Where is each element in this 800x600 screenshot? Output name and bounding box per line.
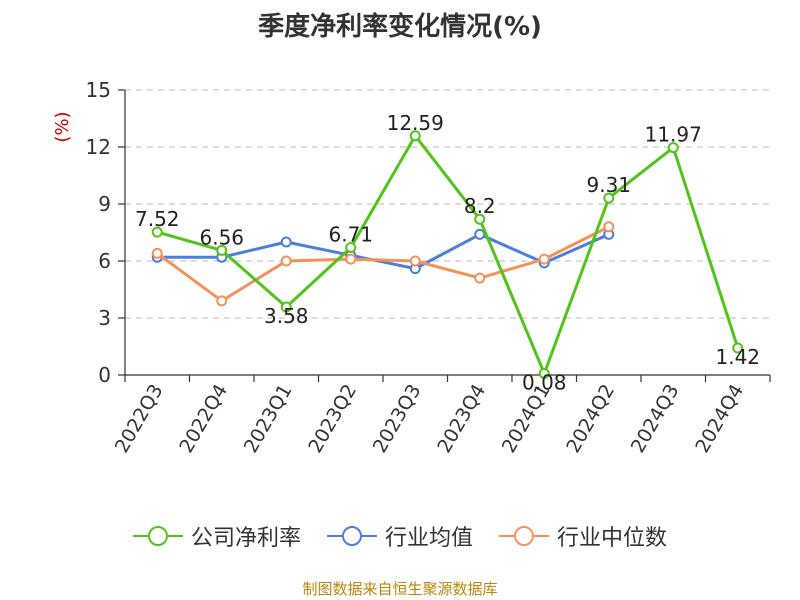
data-label: 6.71	[328, 223, 373, 247]
data-label: 1.42	[715, 345, 760, 369]
data-point	[280, 255, 292, 267]
x-tick-label: 2024Q4	[691, 381, 748, 457]
legend-marker	[514, 526, 534, 546]
data-point	[151, 226, 163, 238]
legend-marker	[341, 526, 362, 546]
data-point	[538, 253, 550, 265]
legend-label: 公司净利率	[190, 526, 301, 551]
x-tick-label: 2023Q3	[369, 381, 426, 457]
data-label: 3.58	[264, 304, 309, 328]
legend: 公司净利率 行业均值 行业中位数	[0, 520, 800, 552]
legend-line-marker-icon	[499, 526, 549, 546]
data-point	[603, 221, 615, 233]
y-axis-label: (%)	[52, 111, 73, 142]
data-labels: 7.52 6.56 3.58 6.71 12.59 8.2 0.08 9.31 11.97 1.4…	[135, 111, 760, 395]
data-point	[474, 228, 486, 240]
y-tick-label: 9	[98, 192, 111, 216]
data-label: 9.31	[586, 173, 631, 197]
legend-line-marker-icon	[326, 526, 377, 546]
y-tick-label: 12	[86, 135, 111, 159]
series-line	[156, 134, 740, 375]
data-point	[538, 367, 550, 379]
legend-item: 公司净利率	[132, 520, 301, 552]
series-line	[156, 225, 610, 303]
x-tick-label: 2024Q3	[627, 381, 684, 457]
data-point	[474, 213, 486, 225]
data-point	[345, 253, 357, 265]
data-point	[345, 242, 357, 254]
x-tick-label: 2023Q4	[433, 381, 490, 457]
series-line	[157, 232, 610, 271]
legend-label: 行业均值	[384, 526, 473, 551]
data-label: 6.56	[199, 225, 244, 249]
x-tick-label: 2022Q4	[175, 381, 232, 457]
legend-item: 行业均值	[326, 520, 473, 552]
data-label: 11.97	[645, 123, 702, 147]
data-label: 0.08	[522, 370, 567, 394]
data-point	[603, 192, 615, 204]
data-point	[280, 301, 292, 313]
x-tick-label: 2023Q2	[304, 381, 361, 457]
y-tick-label: 6	[98, 249, 111, 273]
data-label: 12.59	[387, 111, 444, 135]
y-tick-label: 15	[86, 78, 111, 102]
x-tick-label: 2024Q2	[562, 381, 619, 457]
grid-lines	[125, 89, 770, 319]
data-point	[474, 272, 486, 284]
chart-title: 季度净利率变化情况(%)	[258, 12, 542, 42]
data-label: 8.2	[464, 194, 496, 218]
legend-line-marker-icon	[132, 526, 183, 546]
x-tick-label: 2023Q1	[240, 381, 297, 457]
series-lines	[151, 130, 744, 379]
legend-label: 行业中位数	[557, 526, 668, 551]
x-tick-label: 2022Q3	[111, 381, 168, 457]
data-point	[216, 244, 228, 256]
data-point	[667, 142, 679, 154]
data-point	[409, 255, 421, 267]
source-note: 制图数据来自恒生聚源数据库	[302, 580, 498, 598]
data-point	[216, 295, 228, 307]
y-tick-label: 0	[98, 363, 111, 387]
data-point	[732, 342, 744, 354]
data-point	[280, 236, 292, 248]
y-tick-label: 3	[98, 306, 111, 330]
data-label: 7.52	[135, 207, 180, 231]
data-point	[409, 130, 421, 142]
legend-marker	[147, 526, 168, 546]
data-point	[151, 247, 163, 259]
legend-item: 行业中位数	[499, 520, 667, 552]
